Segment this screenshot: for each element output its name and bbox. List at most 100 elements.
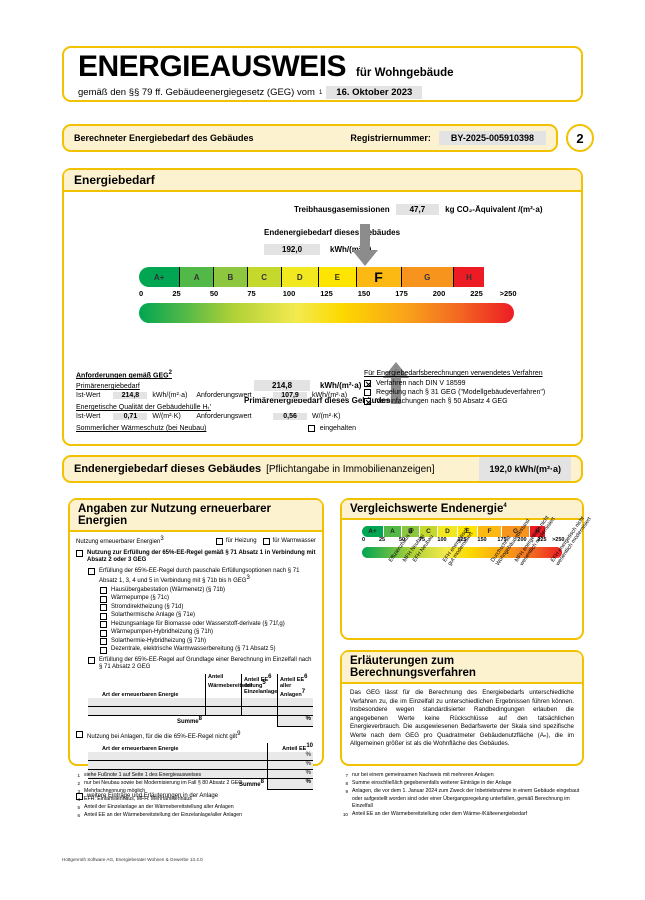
scale-segment-c: C	[247, 267, 282, 287]
envelope-ist-unit: W/(m²·K)	[152, 413, 181, 421]
table-row[interactable]	[88, 707, 313, 717]
renewable-option-checkbox[interactable]	[100, 595, 107, 603]
hotwater-checkbox[interactable]	[262, 537, 270, 545]
sub-b-checkbox[interactable]	[88, 657, 95, 664]
summer-heat-checkbox[interactable]	[307, 425, 315, 433]
energy-demand-panel: Energiebedarf Treibhausgasemissionen 47,…	[62, 168, 583, 446]
section2-checkbox[interactable]	[76, 731, 83, 739]
method-checkbox[interactable]	[364, 389, 371, 396]
scale-segment-d: D	[281, 267, 319, 287]
renewable-option-1[interactable]: Wärmepumpe (§ 71c)	[100, 595, 316, 603]
greenhouse-gas-unit: kg CO₂-Äquivalent /(m²·a)	[445, 205, 543, 214]
comparison-segment-e: E	[458, 526, 478, 537]
method-label: Vereinfachungen nach § 50 Absatz 4 GEG	[376, 398, 508, 405]
primary-energy-marker-arrow	[383, 362, 409, 404]
table2-col1-header: Anteil EE10	[267, 743, 313, 753]
table-row[interactable]: %	[88, 752, 313, 762]
main-item-checkbox[interactable]	[76, 550, 83, 557]
comparison-tick: 50	[398, 537, 406, 543]
method-checkbox[interactable]	[364, 398, 371, 405]
sub-a-checkbox[interactable]	[88, 568, 95, 575]
renewable-option-7[interactable]: Dezentrale, elektrische Warmwasserbereit…	[100, 646, 316, 654]
footnote-text: Mehrfachnennung möglich	[84, 788, 146, 795]
footnote-text: Anteil EE an der Wärmebereitstellung ode…	[352, 811, 528, 818]
renewable-option-checkbox[interactable]	[100, 612, 107, 620]
comparison-segment-aplus: A+	[362, 526, 384, 537]
table-row[interactable]: %	[88, 761, 313, 771]
comparison-tick: 150	[477, 537, 487, 543]
primary-energy-unit: kWh/(m²·a)	[320, 381, 362, 390]
scale-tick: 150	[357, 289, 371, 298]
renewable-option-label: Wärmepumpen-Hybridheizung (§ 71h)	[111, 629, 214, 635]
envelope-anf-value: 0,56	[273, 413, 308, 421]
renewable-option-label: Hausübergabestation (Wärmenetz) (§ 71b)	[111, 586, 226, 593]
explanation-panel: Erläuterungen zum Berechnungsverfahren D…	[340, 650, 584, 766]
method-option-1[interactable]: Regelung nach § 31 GEG ("Modellgebäudeve…	[364, 389, 574, 396]
renewable-options-list: Hausübergabestation (Wärmenetz) (§ 71b) W…	[100, 587, 316, 654]
footnotes-right: 7 nur bei einem gemeinsamen Nachweis mit …	[340, 772, 590, 819]
footnote-text: EFH: Einfamilienhaus, MFH: Mehrfamilienh…	[84, 796, 192, 803]
renewable-section2[interactable]: Nutzung bei Anlagen, für die die 65%-EE-…	[76, 731, 316, 742]
footnote-right-item: 8 Summe einschließlich gegebenenfalls wei…	[340, 780, 590, 788]
renewable-option-checkbox[interactable]	[100, 638, 107, 645]
renewable-option-6[interactable]: Solarthermie-Hybridheizung (§ 71h)	[100, 638, 316, 645]
comparison-panel-title: Vergleichswerte Endenergie4	[342, 500, 582, 520]
document-header: ENERGIEAUSWEIS für Wohngebäude gemäß den…	[62, 46, 583, 102]
explanation-panel-title: Erläuterungen zum Berechnungsverfahren	[342, 652, 582, 684]
renewable-heating-option[interactable]: für Heizung	[215, 537, 257, 546]
explanation-text: Das GEG lässt für die Berechnung des Ene…	[350, 689, 574, 748]
scale-segment-aplus: A+	[139, 267, 181, 287]
document-title: ENERGIEAUSWEIS	[78, 50, 347, 83]
heating-checkbox[interactable]	[215, 537, 223, 545]
renewable-table-1: Art der erneuerbaren Energie Anteil Wärm…	[88, 673, 313, 727]
renewable-sub-b[interactable]: Erfüllung der 65%-EE-Regel auf Grundlage…	[88, 657, 316, 672]
method-option-0[interactable]: Verfahren nach DIN V 18599	[364, 380, 574, 387]
scale-segment-a: A	[180, 267, 214, 287]
renewable-option-5[interactable]: Wärmepumpen-Hybridheizung (§ 71h)	[100, 629, 316, 637]
software-footer: Hottgenroth Software AG, Energieberater …	[62, 857, 203, 862]
sub-b-label: Erfüllung der 65%-EE-Regel auf Grundlage…	[99, 656, 312, 671]
method-checkbox[interactable]	[364, 380, 371, 387]
renewable-hotwater-option[interactable]: für Warmwasser	[262, 537, 316, 546]
renewable-option-label: Heizungsanlage für Biomasse oder Wassers…	[111, 620, 285, 627]
renewable-option-2[interactable]: Stromdirektheizung (§ 71d)	[100, 604, 316, 611]
comparison-segment-f: F	[478, 526, 502, 537]
renewable-option-checkbox[interactable]	[100, 604, 107, 611]
renewable-energy-panel: Angaben zur Nutzung erneuerbarer Energie…	[68, 498, 324, 801]
table-row[interactable]	[88, 698, 313, 708]
footnote-left-item: 6 Anteil EE an der Wärmebereitstellung de…	[72, 812, 330, 820]
renewable-option-checkbox[interactable]	[100, 629, 107, 637]
comparison-segment-a: A	[384, 526, 402, 537]
comparison-tick: 200	[517, 537, 527, 543]
renewable-option-label: Dezentrale, elektrische Warmwasserbereit…	[111, 646, 276, 652]
renewable-option-3[interactable]: Solarthermische Anlage (§ 71e)	[100, 612, 316, 620]
footnote-number: 8	[345, 780, 348, 786]
footnote-right-item: 9 Anlagen, die vor dem 1. Januar 2024 zum…	[340, 788, 590, 811]
footnote-number: 10	[342, 811, 348, 817]
scale-tick: 0	[139, 289, 144, 298]
table2-rows: %%%	[88, 752, 313, 780]
scale-segment-g: G	[401, 267, 454, 287]
document-subtitle: für Wohngebäude	[356, 67, 454, 79]
renewable-option-4[interactable]: Heizungsanlage für Biomasse oder Wassers…	[100, 620, 316, 628]
footer-item-checkbox[interactable]	[76, 793, 83, 801]
renewable-option-checkbox[interactable]	[100, 587, 107, 594]
renewable-option-0[interactable]: Hausübergabestation (Wärmenetz) (§ 71b)	[100, 586, 316, 594]
primary-anf-label: Anforderungswert	[196, 392, 252, 400]
method-option-2[interactable]: Vereinfachungen nach § 50 Absatz 4 GEG	[364, 398, 574, 405]
renewable-sub-a[interactable]: Erfüllung der 65%-EE-Regel durch pauscha…	[88, 568, 316, 586]
table2-cell-percent: %	[267, 752, 313, 762]
scale-tick: 225	[470, 289, 483, 298]
renewable-main-item[interactable]: Nutzung zur Erfüllung der 65%-EE-Regel g…	[76, 550, 316, 565]
scale-tick: 175	[395, 289, 408, 298]
methods-list: Verfahren nach DIN V 18599 Regelung nach …	[364, 380, 574, 405]
table-row[interactable]: %	[88, 770, 313, 780]
table1-sum-value: %	[277, 716, 313, 727]
table1-col2-header: Anteil EE6 der Einzelanlage	[241, 673, 277, 699]
renewable-option-label: Wärmepumpe (§ 71c)	[111, 595, 170, 601]
renewable-footer-item[interactable]: weitere Einträge und Erläuterungen in de…	[76, 793, 316, 801]
scale-tick: 100	[282, 289, 296, 298]
methods-heading: Für Energiebedarfsberechnungen verwendet…	[364, 370, 543, 377]
renewable-option-checkbox[interactable]	[100, 621, 107, 628]
renewable-option-checkbox[interactable]	[100, 646, 107, 654]
